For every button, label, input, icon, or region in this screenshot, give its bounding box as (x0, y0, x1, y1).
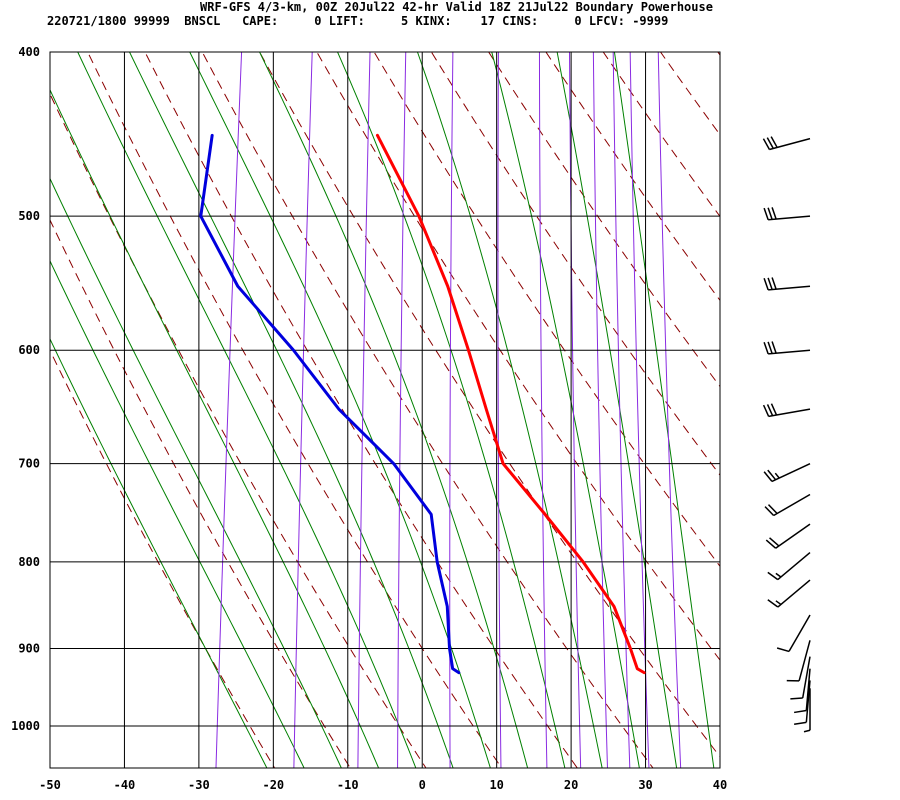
mixing-ratio-line (357, 52, 371, 768)
moist-adiabat-line (416, 52, 603, 768)
mixing-ratio-line (538, 52, 548, 768)
moist-adiabat-line (556, 52, 678, 768)
wind-barb-column (762, 136, 811, 733)
wind-barb (794, 668, 811, 714)
moist-adiabat-line (50, 88, 380, 768)
dry-adiabat-line (430, 52, 720, 476)
dry-adiabat-line (50, 349, 276, 768)
x-tick-label: 40 (713, 778, 727, 792)
dry-adiabat-line (50, 218, 351, 768)
y-tick-label: 500 (18, 209, 40, 223)
grid-lines (50, 52, 720, 768)
dewpoint-trace (199, 133, 461, 675)
mixing-ratio-line (592, 52, 608, 768)
dry-adiabat-line (258, 52, 720, 758)
sounding-traces (199, 133, 646, 675)
dry-adiabat-line (545, 52, 720, 302)
dry-adiabat-line (144, 52, 578, 768)
wind-barb (762, 403, 811, 418)
dry-adiabat-line (717, 52, 720, 56)
wind-barb (763, 207, 811, 221)
dry-adiabat-line (201, 52, 654, 768)
wind-barb (767, 552, 811, 581)
y-tick-label: 400 (18, 45, 40, 59)
wind-barb (794, 680, 811, 726)
moist-adiabat-line (50, 259, 305, 768)
dry-adiabat-line (803, 14, 900, 769)
plot-frame (49, 51, 721, 769)
chart-title: WRF-GFS 4/3-km, 00Z 20Jul22 42-hr Valid … (200, 0, 713, 14)
moist-adiabat-line (189, 52, 491, 768)
moist-adiabat-line (259, 52, 529, 768)
x-tick-label: -20 (262, 778, 284, 792)
moist-adiabat-line (491, 52, 640, 768)
axis-tick-labels: -50 -40 -30 -20 -10 0 10 20 30 40 400 500 600 700 800 9… (11, 45, 727, 792)
x-tick-label: -50 (39, 778, 61, 792)
wind-barb (762, 136, 811, 151)
background-reference-lines (50, 14, 900, 769)
moist-adiabat-line (128, 52, 454, 768)
x-tick-label: -10 (337, 778, 359, 792)
wind-barb (767, 579, 811, 608)
wind-barb (776, 614, 811, 653)
mixing-ratio-line (657, 52, 682, 768)
mixing-ratio-line (215, 52, 243, 768)
wind-barb (786, 640, 811, 682)
y-tick-label: 800 (18, 555, 40, 569)
dry-adiabat-line (316, 52, 720, 661)
mixing-ratio-line (397, 52, 407, 768)
mixing-ratio-line (612, 52, 631, 768)
dry-adiabat-line (50, 92, 427, 768)
wind-barb (790, 656, 811, 700)
plot-area (49, 14, 900, 769)
moist-adiabat-line (77, 52, 417, 768)
y-tick-label: 600 (18, 343, 40, 357)
x-tick-label: -40 (114, 778, 136, 792)
wind-barb (763, 277, 811, 291)
y-tick-label: 900 (18, 641, 40, 655)
wind-barb (764, 493, 811, 517)
mixing-ratio-line (293, 52, 313, 768)
wind-barb (765, 523, 811, 549)
dry-adiabat-line (488, 52, 720, 388)
x-tick-label: 0 (419, 778, 426, 792)
moist-adiabat-line (613, 52, 715, 768)
wind-barb (763, 462, 811, 483)
dry-adiabat-line (659, 52, 720, 136)
x-tick-label: 20 (564, 778, 578, 792)
dry-adiabat-line (87, 52, 503, 768)
moist-adiabat-line (50, 177, 342, 768)
dry-adiabat-line (373, 52, 720, 568)
sounding-indices: 220721/1800 99999 BNSCL CAPE: 0 LIFT: 5 … (47, 14, 669, 28)
mixing-ratio-line (449, 52, 454, 768)
y-tick-label: 700 (18, 457, 40, 471)
wind-barb (803, 688, 811, 733)
x-tick-label: 10 (489, 778, 503, 792)
dry-adiabat-line (747, 14, 900, 769)
moist-adiabat-line (50, 337, 268, 768)
x-tick-label: -30 (188, 778, 210, 792)
mixing-ratio-line (497, 52, 502, 768)
wind-barb (763, 341, 811, 355)
dry-adiabat-line (860, 14, 900, 769)
y-tick-label: 1000 (11, 719, 40, 733)
temperature-trace (375, 133, 646, 675)
x-tick-label: 30 (638, 778, 652, 792)
